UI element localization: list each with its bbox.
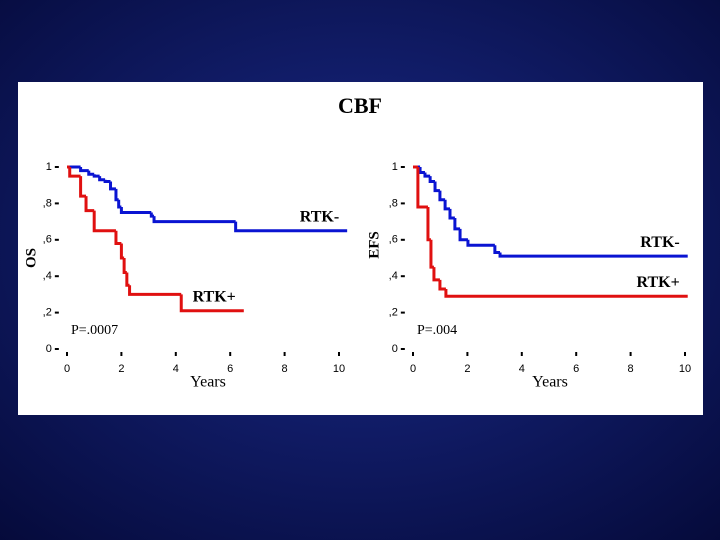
x-tick-label: 8 bbox=[282, 363, 288, 375]
survival-step bbox=[152, 216, 236, 224]
survival-step bbox=[84, 196, 95, 213]
y-tick-label: 0 bbox=[392, 343, 398, 355]
survival-step bbox=[448, 208, 455, 220]
survival-step bbox=[109, 181, 116, 191]
survival-step bbox=[92, 174, 100, 178]
survival-step bbox=[114, 230, 122, 245]
x-tick-label: 4 bbox=[173, 363, 179, 375]
x-tick-label: 6 bbox=[227, 363, 233, 375]
survival-step bbox=[119, 207, 152, 214]
x-tick-label: 10 bbox=[333, 363, 345, 375]
y-tick-label: ,8 bbox=[389, 197, 398, 209]
x-tick-label: 4 bbox=[519, 363, 525, 375]
survival-step bbox=[68, 167, 81, 178]
x-tick-label: 2 bbox=[118, 363, 124, 375]
survival-step bbox=[433, 181, 440, 193]
y-tick-label: ,6 bbox=[389, 234, 398, 246]
y-tick-label: ,8 bbox=[43, 197, 52, 209]
survival-step bbox=[443, 199, 450, 211]
y-tick-label: 0 bbox=[46, 343, 52, 355]
y-tick-label: ,2 bbox=[43, 307, 52, 319]
y-axis-label: OS bbox=[23, 248, 39, 268]
x-tick-label: 8 bbox=[628, 363, 634, 375]
y-tick-label: 1 bbox=[46, 161, 52, 173]
y-axis-label: EFS bbox=[366, 231, 382, 259]
survival-step bbox=[79, 176, 87, 198]
survival-step bbox=[179, 294, 244, 313]
survival-step bbox=[234, 221, 348, 233]
survival-step bbox=[453, 217, 461, 231]
survival-step bbox=[103, 179, 111, 184]
series-label: RTK+ bbox=[636, 274, 679, 291]
x-tick-label: 0 bbox=[410, 363, 416, 375]
x-tick-label: 2 bbox=[464, 363, 470, 375]
survival-step bbox=[423, 172, 431, 178]
p-value: P=.0007 bbox=[71, 323, 118, 338]
y-tick-label: ,6 bbox=[43, 234, 52, 246]
y-tick-label: ,4 bbox=[389, 270, 398, 282]
survival-step bbox=[79, 167, 89, 173]
x-tick-label: 10 bbox=[679, 363, 691, 375]
survival-step bbox=[416, 167, 428, 209]
x-axis-label: Years bbox=[532, 374, 568, 391]
p-value: P=.004 bbox=[417, 323, 457, 338]
y-tick-label: 1 bbox=[392, 161, 398, 173]
survival-step bbox=[128, 285, 182, 296]
survival-step bbox=[418, 167, 425, 174]
slide-title: CBF bbox=[338, 93, 382, 118]
survival-step bbox=[466, 239, 495, 247]
y-tick-label: ,4 bbox=[43, 270, 52, 282]
survival-step bbox=[98, 176, 106, 182]
survival-step bbox=[438, 279, 446, 291]
series-label: RTK- bbox=[640, 234, 679, 251]
survival-step bbox=[498, 252, 688, 258]
x-tick-label: 6 bbox=[573, 363, 579, 375]
survival-step bbox=[444, 288, 688, 298]
survival-step bbox=[92, 210, 116, 233]
x-tick-label: 0 bbox=[64, 363, 70, 375]
survival-step bbox=[432, 267, 440, 282]
y-tick-label: ,2 bbox=[389, 307, 398, 319]
survival-step bbox=[87, 170, 95, 176]
survival-step bbox=[438, 190, 446, 202]
series-label: RTK+ bbox=[193, 288, 236, 305]
x-axis-label: Years bbox=[190, 374, 226, 391]
survival-step bbox=[458, 228, 468, 242]
series-label: RTK- bbox=[300, 208, 339, 225]
survival-step bbox=[428, 176, 436, 184]
panel bbox=[18, 82, 703, 415]
survival-step bbox=[493, 245, 501, 255]
